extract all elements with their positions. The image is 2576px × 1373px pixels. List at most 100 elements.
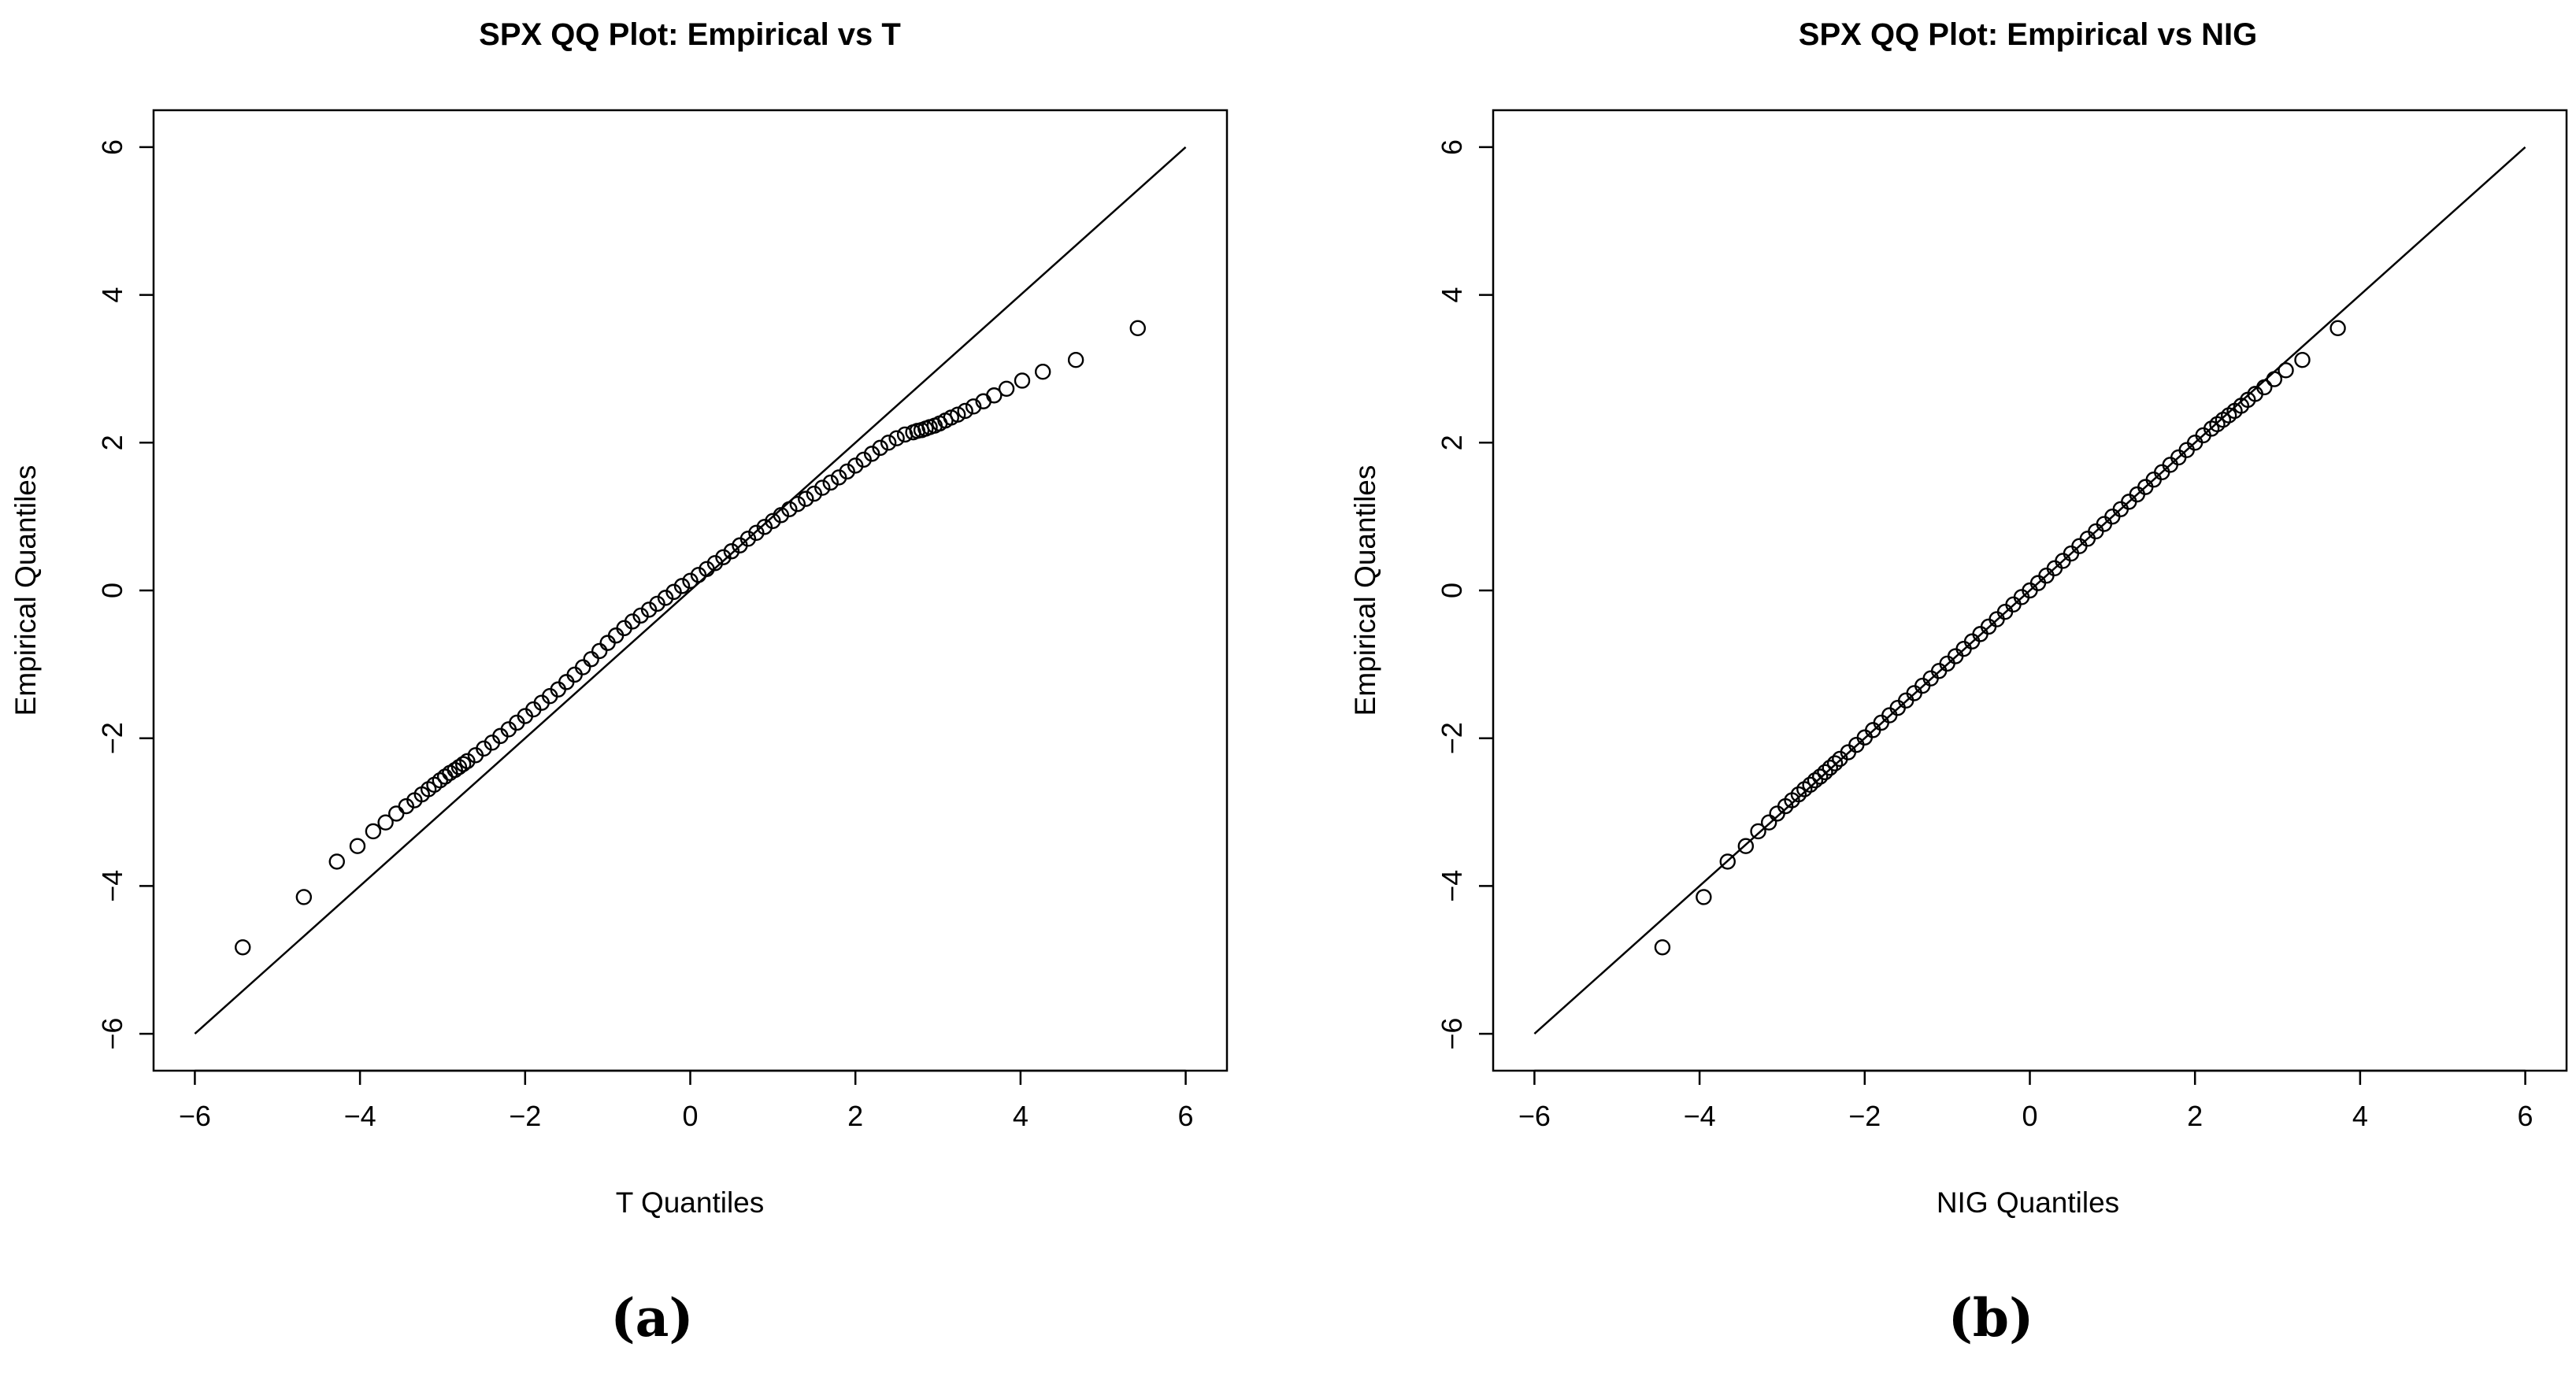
data-point: [657, 590, 674, 606]
data-point: [450, 759, 468, 775]
chart-title: SPX QQ Plot: Empirical vs T: [479, 17, 901, 52]
chart-title: SPX QQ Plot: Empirical vs NIG: [1799, 17, 2257, 52]
y-tick-label: 4: [96, 287, 128, 303]
data-point: [872, 439, 888, 457]
data-point: [706, 555, 724, 572]
x-tick-label: 0: [682, 1100, 698, 1132]
data-point: [459, 753, 476, 769]
data-point: [1696, 889, 1712, 905]
data-point: [673, 578, 691, 594]
data-point: [748, 524, 765, 541]
data-point: [888, 430, 905, 446]
data-point: [1822, 760, 1838, 776]
data-point: [566, 666, 583, 683]
data-point: [806, 485, 822, 502]
y-tick-label: −4: [1436, 870, 1468, 902]
x-tick-label: 0: [2022, 1100, 2037, 1132]
data-point: [1737, 838, 1755, 854]
data-point: [699, 561, 715, 577]
data-point: [1769, 805, 1785, 822]
panel-label: (a): [610, 1287, 693, 1349]
data-point: [2278, 362, 2294, 379]
data-point: [1129, 320, 1146, 337]
data-point: [1802, 776, 1818, 794]
data-point: [831, 469, 847, 486]
x-axis-label: NIG Quantiles: [1937, 1186, 2119, 1219]
x-tick-label: 2: [2187, 1100, 2203, 1132]
x-tick-label: −6: [1518, 1100, 1551, 1132]
reference-line: [194, 146, 1187, 1035]
data-point: [1750, 823, 1766, 840]
data-point: [235, 939, 251, 956]
y-tick-label: 0: [1436, 583, 1468, 598]
y-tick-label: −2: [1436, 722, 1468, 754]
data-point: [1811, 768, 1829, 785]
y-tick-label: −6: [1436, 1018, 1468, 1050]
x-tick-label: 4: [1013, 1100, 1029, 1132]
x-tick-label: −2: [509, 1100, 541, 1132]
data-point: [1817, 764, 1833, 781]
panel-nig-qq: SPX QQ Plot: Empirical vs NIG −6 −4 −2 0 2 4 6…: [1349, 17, 2568, 1349]
data-point: [447, 761, 463, 779]
data-point: [1014, 372, 1031, 389]
data-point: [558, 674, 575, 690]
data-point: [781, 501, 798, 517]
y-axis-label: Empirical Quantiles: [9, 465, 42, 716]
x-tick-label: −4: [1684, 1100, 1716, 1132]
x-axis-label: T Quantiles: [616, 1186, 765, 1219]
data-point: [398, 798, 415, 815]
data-point: [583, 651, 599, 668]
data-point: [965, 398, 982, 415]
data-point: [649, 595, 665, 612]
x-tick-label: 6: [2518, 1100, 2533, 1132]
data-point: [957, 402, 973, 420]
data-point: [690, 567, 707, 583]
data-point: [998, 380, 1015, 397]
data-point: [454, 756, 472, 772]
y-tick-label: 4: [1436, 287, 1468, 303]
reference-line: [1533, 146, 2526, 1035]
data-point: [388, 805, 405, 822]
data-point: [591, 642, 608, 660]
x-tick-label: −4: [344, 1100, 376, 1132]
data-point: [2294, 352, 2311, 368]
data-point: [328, 853, 345, 870]
data-point: [607, 627, 625, 644]
data-point: [1067, 352, 1084, 368]
data-point: [476, 740, 492, 757]
data-point: [855, 451, 872, 468]
data-point: [773, 507, 790, 524]
data-point: [986, 387, 1003, 404]
data-point: [682, 572, 699, 589]
y-tick-label: −4: [96, 870, 128, 902]
x-tick-label: 4: [2352, 1100, 2368, 1132]
x-tick-label: −2: [1848, 1100, 1881, 1132]
data-point: [814, 479, 831, 496]
data-point: [665, 583, 682, 601]
data-point: [377, 814, 394, 831]
data-point: [599, 635, 616, 651]
data-point: [1826, 755, 1844, 772]
data-point: [1807, 772, 1824, 789]
data-point: [798, 490, 814, 507]
data-point: [765, 513, 781, 529]
data-point: [756, 519, 773, 535]
data-point: [1790, 786, 1807, 803]
data-point: [2330, 320, 2346, 337]
data-point: [365, 823, 382, 840]
y-tick-label: 6: [96, 139, 128, 155]
data-point: [349, 838, 366, 854]
y-tick-label: −2: [96, 722, 128, 754]
data-point: [1719, 853, 1736, 870]
data-point: [789, 496, 806, 513]
data-point: [1760, 814, 1777, 831]
x-tick-label: 6: [1178, 1100, 1194, 1132]
x-tick-label: 2: [847, 1100, 863, 1132]
x-tick-label: −6: [179, 1100, 211, 1132]
data-point: [1654, 939, 1671, 956]
data-point: [624, 613, 641, 630]
data-point: [839, 463, 855, 480]
panel-t-qq: SPX QQ Plot: Empirical vs T −6 −4 −2 0 2 4 6 −6…: [9, 17, 1229, 1349]
panel-label: (b): [1948, 1287, 2034, 1349]
